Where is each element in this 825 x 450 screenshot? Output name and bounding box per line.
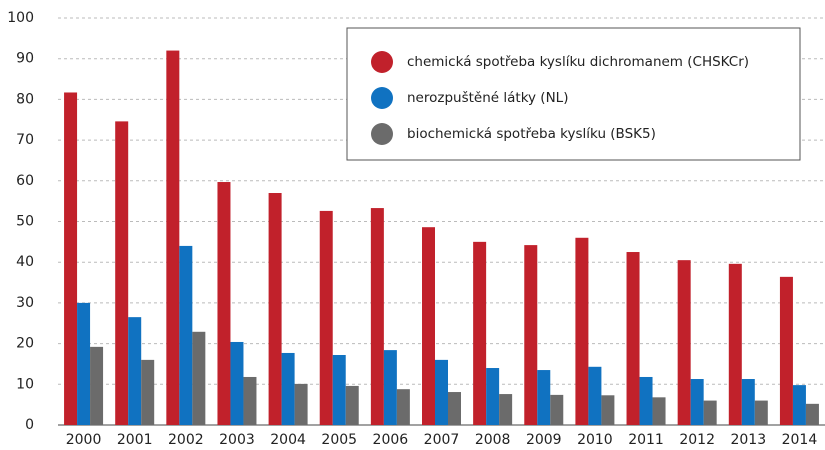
legend-box [346,27,801,161]
y-tick-label: 80 [16,91,34,107]
bar [422,227,435,425]
x-tick-label: 2001 [117,432,153,448]
bar [537,370,551,425]
legend-marker [371,87,393,109]
bar [268,193,282,425]
y-tick-label: 100 [7,10,34,26]
bar [652,397,666,425]
x-tick-label: 2011 [628,432,664,448]
bar [486,368,500,425]
bar [575,237,589,425]
x-tick-label: 2012 [679,432,715,448]
bar [345,385,359,425]
x-tick-label: 2000 [66,432,102,448]
bar [677,260,691,425]
bar [396,389,410,425]
bar [754,400,768,425]
x-tick-label: 2010 [577,432,613,448]
bar [499,394,513,425]
y-tick-label: 20 [16,336,34,352]
bar [703,400,717,425]
bar [230,341,244,425]
bar [281,352,295,425]
y-tick-label: 60 [16,173,34,189]
y-tick-label: 30 [16,295,34,311]
bar [141,359,155,425]
x-tick-label: 2002 [168,432,204,448]
x-tick-label: 2003 [219,432,255,448]
bar [166,50,180,426]
legend-label: chemická spotřeba kyslíku dichromanem (C… [407,54,749,70]
bar [690,379,704,425]
bar [601,395,615,425]
bar [805,403,819,425]
bar [473,241,487,425]
bar [217,182,231,425]
x-tick-label: 2005 [321,432,357,448]
bar [332,354,346,425]
bar [741,379,755,425]
bar [192,331,206,425]
bar [626,252,640,425]
bar [588,366,602,425]
x-tick-label: 2013 [730,432,766,448]
y-tick-label: 0 [25,417,34,433]
legend-marker [371,51,393,73]
bar [243,376,257,425]
bar [639,376,653,425]
bar [294,383,308,425]
bar [792,385,806,425]
bar [383,350,397,425]
y-tick-label: 40 [16,254,34,270]
bar [115,121,129,426]
bar [90,346,104,425]
bar [64,92,78,425]
x-tick-label: 2009 [526,432,562,448]
y-tick-label: 50 [16,214,34,230]
bar [128,317,142,425]
legend-label: nerozpuštěné látky (NL) [407,90,568,106]
y-tick-label: 90 [16,51,34,67]
bar [77,302,91,425]
legend-marker [371,123,393,145]
bar [370,208,384,425]
legend: chemická spotřeba kyslíku dichromanem (C… [346,27,801,161]
bar [728,263,742,425]
x-tick-label: 2004 [270,432,306,448]
x-tick-label: 2008 [475,432,511,448]
bar [319,210,333,425]
y-tick-label: 70 [16,132,34,148]
bar [550,394,564,425]
x-tick-label: 2014 [782,432,818,448]
y-tick-label: 10 [16,376,34,392]
bar [179,245,193,425]
x-tick-label: 2007 [424,432,460,448]
x-tick-label: 2006 [373,432,409,448]
bar [524,245,538,425]
bar [448,392,461,425]
bar [779,276,793,425]
bar [435,359,448,425]
legend-label: biochemická spotřeba kyslíku (BSK5) [407,126,656,142]
